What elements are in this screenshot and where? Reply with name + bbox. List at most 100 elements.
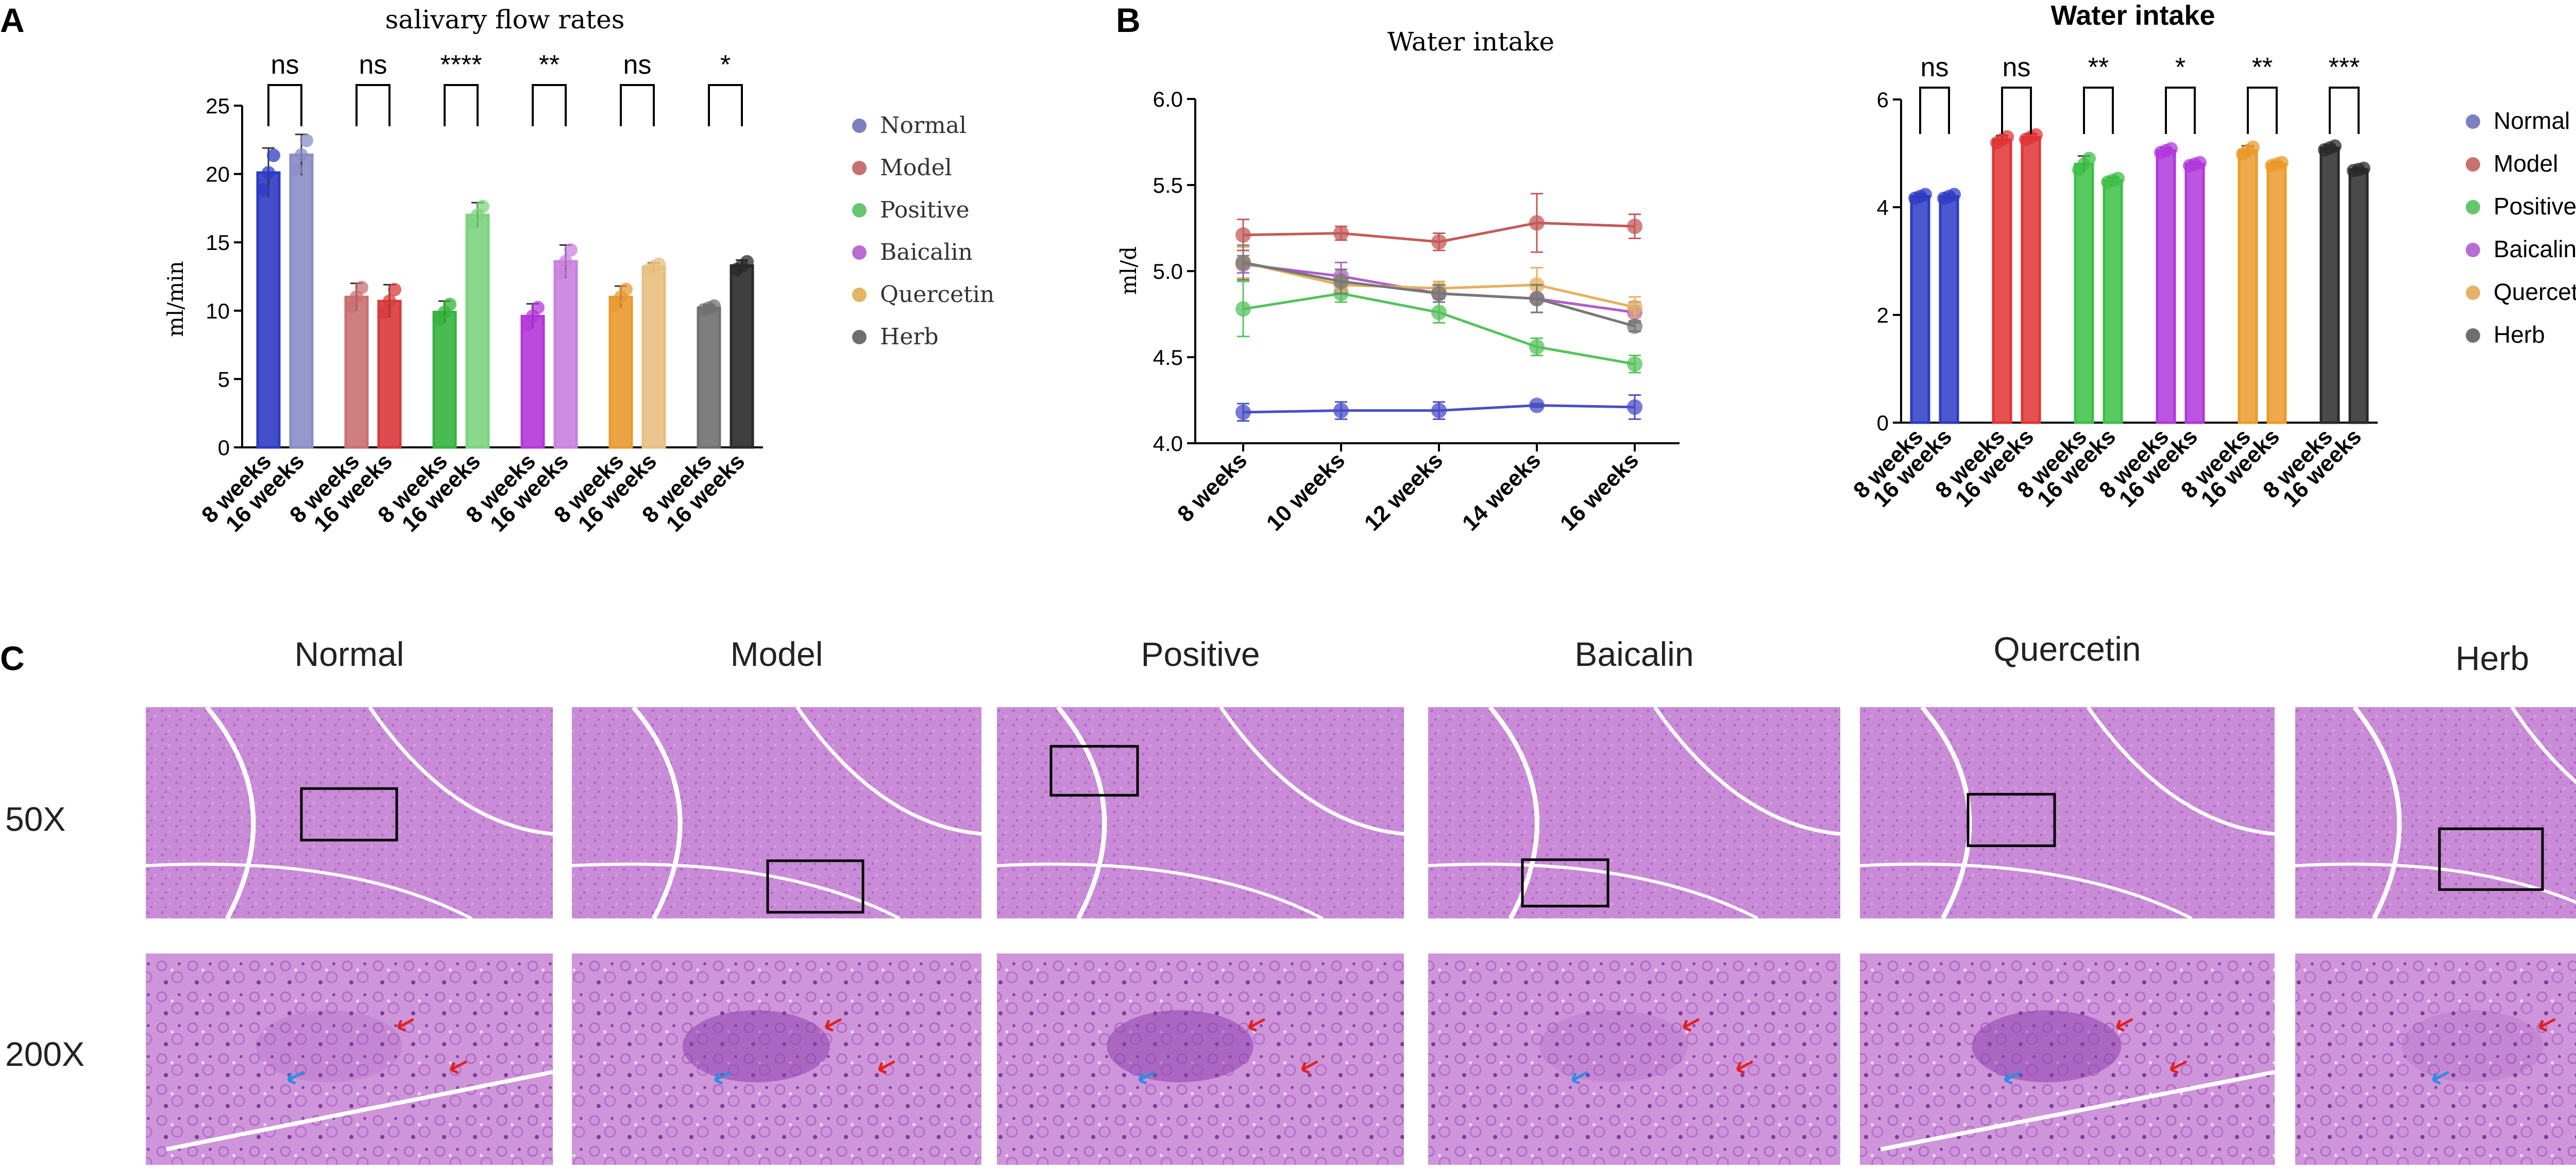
y-tick-label: 4 — [1877, 195, 1889, 220]
bar — [2103, 179, 2123, 424]
significance-label: ** — [2088, 53, 2109, 82]
data-point — [1235, 404, 1251, 420]
data-point — [1529, 215, 1545, 231]
histology-row-label: 200X — [5, 1035, 84, 1073]
y-tick-label: 5.0 — [1153, 259, 1183, 283]
data-point — [1627, 219, 1642, 235]
marker-arrow — [877, 1060, 895, 1074]
marker-arrow — [2115, 1018, 2133, 1032]
data-point — [707, 299, 721, 313]
data-point — [531, 300, 545, 314]
data-point — [559, 255, 572, 269]
histology-image-200x — [1428, 953, 1840, 1165]
x-tick-label: 16 weeks — [1555, 447, 1643, 536]
histology-column-label: Positive — [1141, 635, 1260, 673]
histology-image-50x — [146, 707, 553, 918]
y-tick-label: 4.0 — [1153, 431, 1183, 456]
panel-letter-c: C — [0, 639, 25, 677]
data-point — [378, 306, 391, 320]
tissue-septum — [631, 706, 683, 920]
data-point — [2082, 152, 2096, 165]
data-point — [257, 183, 270, 197]
legend-label: Positive — [880, 197, 970, 223]
x-tick-label: 14 weeks — [1458, 447, 1546, 536]
bar — [2348, 168, 2369, 424]
tissue-septum — [2352, 706, 2402, 920]
significance-label: *** — [2329, 53, 2360, 82]
bar — [344, 295, 369, 449]
significance-label: ** — [539, 50, 560, 80]
chart-c-legend: Normal Model Positive Baicalin Quercetin Herb — [2466, 107, 2576, 348]
data-point — [2193, 156, 2207, 170]
tissue-septum — [1219, 706, 1404, 836]
legend-marker — [852, 245, 867, 260]
zoom-region-box — [1049, 745, 1139, 797]
infiltration-focus — [1972, 1010, 2122, 1082]
legend-label: Baicalin — [880, 239, 973, 265]
histology-row-label: 50X — [5, 800, 65, 838]
y-tick-label: 25 — [206, 94, 230, 118]
legend-label: Normal — [880, 112, 967, 139]
bar — [2074, 162, 2094, 424]
zoom-region-box — [2438, 827, 2544, 891]
chart-a-ylabel: ml/min — [163, 261, 188, 337]
data-point — [1627, 399, 1642, 415]
panel-letter-a: A — [0, 1, 25, 39]
data-point — [2001, 130, 2014, 144]
data-point — [1235, 255, 1251, 271]
bar — [2156, 149, 2176, 424]
significance-bracket — [2247, 87, 2278, 134]
legend-label: Model — [2494, 150, 2558, 177]
legend-marker — [852, 161, 867, 175]
bar — [2319, 146, 2340, 424]
histology-image-50x — [1428, 707, 1840, 918]
legend-marker — [2466, 243, 2480, 257]
marker-arrow — [1571, 1070, 1589, 1085]
bar — [553, 260, 578, 449]
data-point — [443, 297, 456, 311]
infiltration-focus — [256, 1010, 402, 1082]
legend-marker — [852, 330, 867, 344]
bar — [2184, 162, 2205, 424]
marker-arrow — [1736, 1060, 1754, 1074]
tissue-septum — [1653, 706, 1841, 836]
histology-column-label: Quercetin — [1993, 630, 2141, 668]
bar — [2238, 149, 2258, 424]
tissue-septum — [2086, 706, 2275, 836]
significance-label: ** — [2252, 53, 2273, 82]
significance-label: **** — [440, 50, 482, 80]
panel-letter-b: B — [1116, 1, 1141, 39]
significance-label: ns — [623, 50, 652, 80]
legend-label: Quercetin — [2494, 278, 2576, 305]
marker-arrow — [2170, 1060, 2187, 1074]
bar — [1992, 138, 2012, 424]
data-point — [1431, 286, 1447, 302]
data-point — [1333, 225, 1349, 241]
significance-bracket — [620, 84, 655, 126]
y-tick-label: 5.5 — [1153, 173, 1183, 197]
chart-b-ylabel: ml/d — [1116, 246, 1141, 295]
data-point — [564, 243, 578, 257]
tissue-septum — [1859, 862, 2193, 920]
y-tick-label: 10 — [206, 299, 230, 323]
y-tick-label: 20 — [206, 162, 230, 187]
data-point — [388, 282, 401, 296]
data-point — [554, 266, 567, 280]
legend-label: Positive — [2494, 193, 2576, 220]
marker-arrow — [287, 1070, 304, 1085]
infiltration-focus — [2401, 1010, 2544, 1082]
significance-bracket — [2329, 87, 2360, 134]
legend-marker — [852, 203, 867, 218]
tissue-septum — [1056, 706, 1107, 920]
legend-marker — [2466, 328, 2480, 343]
bar — [2021, 136, 2041, 424]
data-point — [740, 255, 754, 269]
data-point — [355, 280, 368, 294]
data-point — [2029, 128, 2043, 142]
data-point — [383, 294, 396, 308]
marker-arrow — [714, 1070, 732, 1085]
data-point — [1333, 274, 1349, 290]
marker-arrow — [2538, 1018, 2556, 1032]
